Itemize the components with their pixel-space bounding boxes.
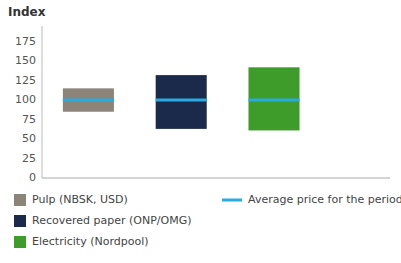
y-tick-label: 125 — [15, 74, 36, 87]
range-bar — [63, 88, 114, 111]
x-axis-line — [42, 178, 390, 179]
range-bar — [156, 75, 207, 129]
y-tick-label: 0 — [29, 171, 36, 184]
y-axis-line — [42, 26, 43, 178]
y-tick-label: 50 — [22, 132, 36, 145]
y-tick-label: 100 — [15, 93, 36, 106]
title: Index — [8, 5, 46, 19]
legend-label: Pulp (NBSK, USD) — [32, 193, 128, 206]
legend-label: Average price for the period — [248, 193, 401, 206]
legend-line — [222, 199, 242, 202]
average-line — [248, 99, 299, 102]
range-bar — [248, 67, 299, 130]
chart-container: Index 0 25 50 75 100 125 150 175 Pulp (NBSK, USD)… — [0, 0, 401, 263]
legend-swatch — [14, 194, 26, 206]
average-line — [156, 99, 207, 102]
y-tick-label: 150 — [15, 54, 36, 67]
legend-label: Recovered paper (ONP/OMG) — [32, 214, 191, 227]
y-tick-label: 75 — [22, 113, 36, 126]
plot-area — [63, 67, 300, 130]
legend-swatch — [14, 215, 26, 227]
y-tick-label: 25 — [22, 152, 36, 165]
average-line — [63, 99, 114, 102]
legend-swatch — [14, 236, 26, 248]
chart-svg: Index 0 25 50 75 100 125 150 175 Pulp (NBSK, USD)… — [0, 0, 401, 263]
y-tick-label: 175 — [15, 35, 36, 48]
legend-label: Electricity (Nordpool) — [32, 235, 149, 248]
